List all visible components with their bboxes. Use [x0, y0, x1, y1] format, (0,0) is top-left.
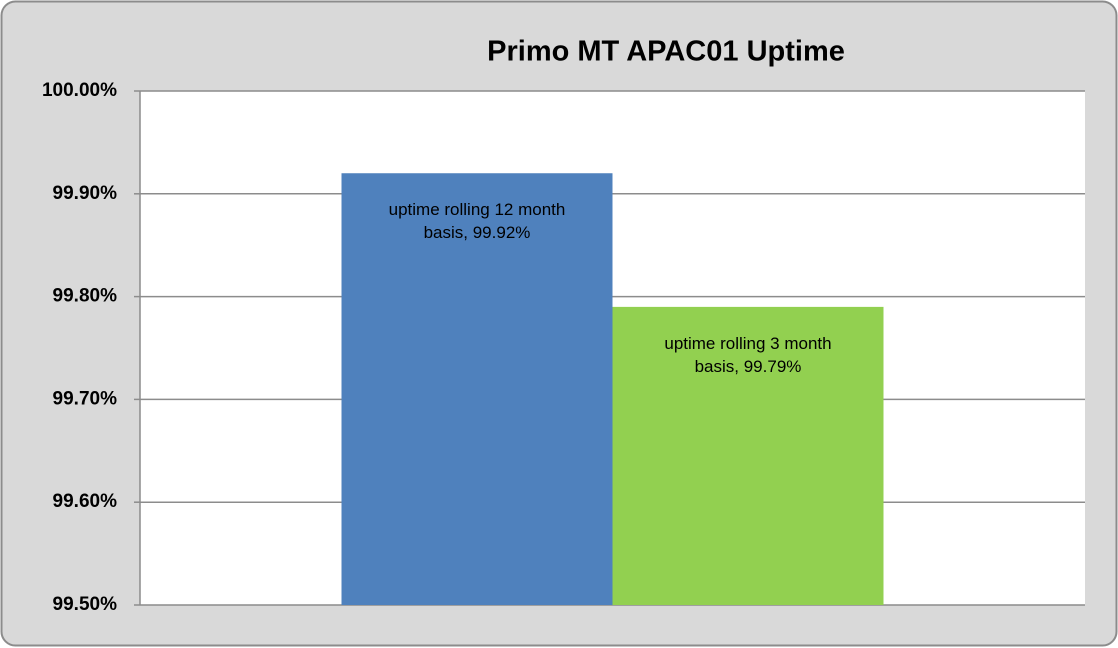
y-tick-label: 99.60% — [53, 491, 118, 512]
bar — [612, 306, 884, 605]
bar — [341, 173, 613, 606]
y-tick-label: 99.50% — [53, 594, 118, 615]
y-tick-label: 99.80% — [53, 286, 118, 307]
y-tick-label: 99.70% — [53, 388, 118, 409]
data-label: uptime rolling 12 month basis, 99.92% — [388, 200, 566, 243]
y-tick-label: 99.90% — [53, 183, 118, 204]
chart-title: Primo MT APAC01 Uptime — [487, 36, 845, 68]
y-tick-label: 100.00% — [42, 80, 117, 101]
data-label: uptime rolling 3 month basis, 99.79% — [664, 333, 832, 376]
